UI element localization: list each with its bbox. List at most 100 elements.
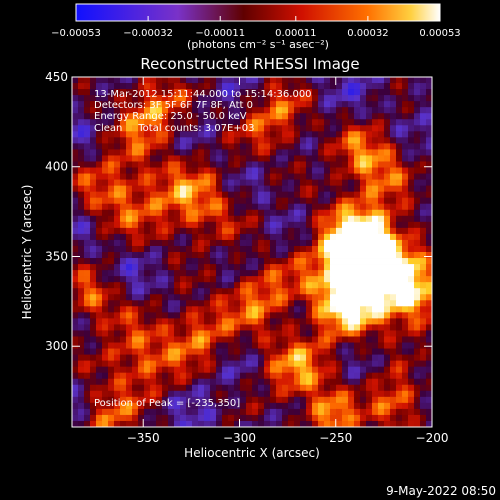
heatmap-cell [234,119,241,126]
heatmap-cell [186,360,193,368]
heatmap-cell [294,137,301,144]
heatmap-cell [324,294,331,301]
heatmap-cell [144,342,151,349]
heatmap-cell [336,372,343,380]
heatmap-cell [174,348,181,355]
heatmap-cell [324,366,331,374]
heatmap-cell [306,161,313,168]
heatmap-cell [180,282,187,289]
heatmap-cell [348,258,355,265]
heatmap-cell [390,173,397,180]
heatmap-cell [276,227,283,235]
heatmap-cell [174,185,181,193]
heatmap-cell [294,288,301,295]
heatmap-cell [396,89,403,96]
heatmap-cell [90,191,97,199]
heatmap-cell [192,324,199,331]
heatmap-cell [426,161,433,168]
heatmap-cell [300,215,307,223]
heatmap-cell [156,101,163,108]
heatmap-cell [84,276,91,283]
heatmap-cell [114,107,121,114]
heatmap-cell [228,83,235,90]
heatmap-cell [402,125,409,132]
heatmap-cell [306,131,313,138]
heatmap-cell [150,330,157,337]
heatmap-cell [132,125,139,132]
heatmap-cell [108,372,115,380]
heatmap-cell [168,167,175,174]
heatmap-cell [132,95,139,102]
heatmap-cell [114,209,121,217]
heatmap-cell [348,378,355,386]
heatmap-cell [408,312,415,319]
heatmap-cell [228,197,235,205]
heatmap-cell [378,215,385,223]
heatmap-cell [426,312,433,319]
heatmap-cell [90,288,97,295]
heatmap-cell [150,191,157,199]
heatmap-cell [156,288,163,295]
heatmap-cell [108,95,115,102]
heatmap-cell [348,95,355,102]
heatmap-cell [114,318,121,325]
heatmap-cell [312,149,319,156]
heatmap-cell [348,318,355,325]
heatmap-cell [414,239,421,247]
heatmap-cell [426,209,433,217]
heatmap-cell [210,264,217,271]
heatmap-cell [312,396,319,404]
heatmap-cell [336,342,343,349]
heatmap-cell [372,360,379,368]
heatmap-cell [378,173,385,180]
heatmap-cell [84,137,91,144]
heatmap-cell [426,402,433,410]
heatmap-cell [354,125,361,132]
heatmap-cell [126,264,133,271]
heatmap-cell [330,179,337,187]
heatmap-cell [120,173,127,180]
heatmap-cell [264,77,271,84]
heatmap-cell [162,276,169,283]
heatmap-cell [360,167,367,174]
heatmap-cell [276,179,283,187]
heatmap-cell [138,149,145,156]
heatmap-cell [360,354,367,362]
heatmap-cell [276,366,283,374]
heatmap-cell [90,239,97,247]
heatmap-cell [390,131,397,138]
heatmap-cell [408,233,415,241]
heatmap-cell [288,113,295,120]
heatmap-cell [258,354,265,362]
heatmap-cell [102,300,109,307]
heatmap-cell [222,89,229,96]
heatmap-cell [324,390,331,398]
heatmap-cell [192,89,199,96]
heatmap-cell [366,227,373,235]
heatmap-cell [342,215,349,223]
heatmap-cell [360,264,367,271]
heatmap-cell [168,239,175,247]
heatmap-cell [390,342,397,349]
heatmap-cell [306,264,313,271]
heatmap-cell [402,89,409,96]
heatmap-cell [258,318,265,325]
heatmap-cell [222,378,229,386]
heatmap-cell [156,408,163,416]
heatmap-cell [348,161,355,168]
heatmap-cell [102,149,109,156]
heatmap-cell [258,131,265,138]
heatmap-cell [192,131,199,138]
heatmap-cell [402,372,409,380]
heatmap-cell [84,149,91,156]
heatmap-cell [408,227,415,235]
heatmap-cell [84,318,91,325]
heatmap-cell [402,294,409,301]
heatmap-cell [330,324,337,331]
heatmap-cell [114,131,121,138]
heatmap-cell [390,185,397,193]
heatmap-cell [252,119,259,126]
heatmap-cell [276,215,283,223]
heatmap-cell [102,264,109,271]
heatmap-cell [246,203,253,211]
